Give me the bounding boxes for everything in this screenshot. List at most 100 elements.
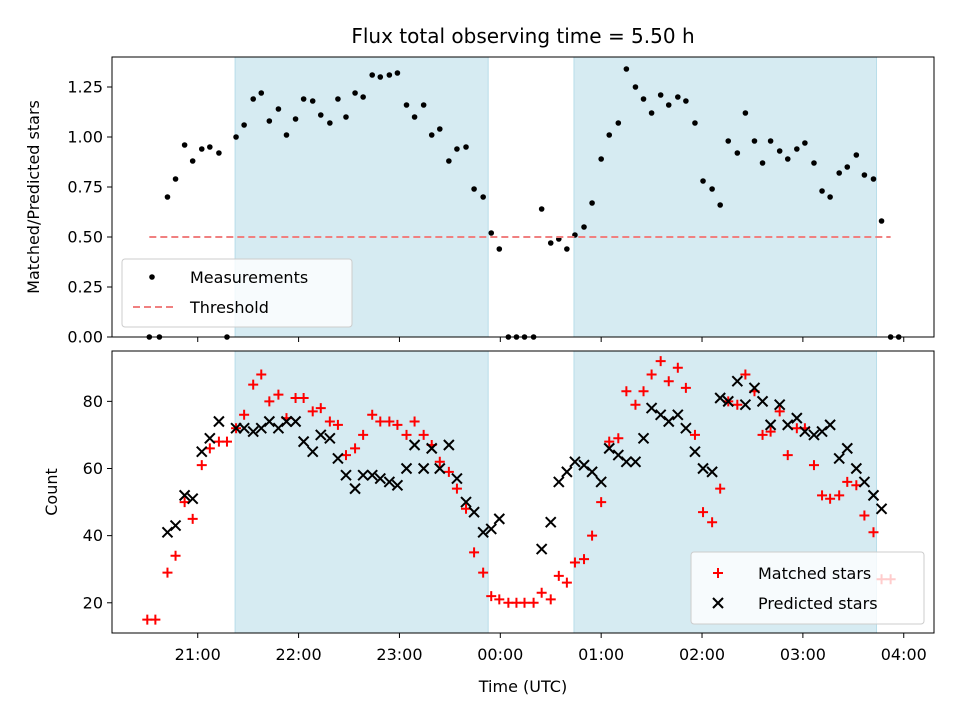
data-point-measurements — [692, 120, 698, 126]
data-point-measurements — [369, 72, 375, 78]
data-point-measurements — [480, 194, 486, 200]
data-point-measurements — [871, 176, 877, 182]
ratio-y-axis-label: Matched/Predicted stars — [24, 100, 43, 294]
data-point-measurements — [190, 158, 196, 164]
data-point-measurements — [564, 246, 570, 252]
data-point-measurements — [471, 186, 477, 192]
data-point-measurements — [429, 132, 435, 138]
legend-label-predicted-stars: Predicted stars — [758, 594, 878, 613]
data-point-measurements — [395, 70, 401, 76]
bot-ytick-label: 60 — [83, 459, 103, 478]
bot-xtick-label: 02:00 — [679, 645, 725, 664]
legend-marker-measurements — [149, 274, 155, 280]
count-y-axis-label: Count — [42, 468, 61, 516]
data-point-measurements — [412, 114, 418, 120]
data-point-measurements — [683, 98, 689, 104]
data-point-measurements — [768, 138, 774, 144]
data-point-measurements — [844, 164, 850, 170]
data-point-measurements — [836, 170, 842, 176]
bot-xtick-label: 23:00 — [376, 645, 422, 664]
data-point-measurements — [343, 114, 349, 120]
bot-ytick-label: 20 — [83, 593, 103, 612]
legend-label-matched-stars: Matched stars — [758, 564, 871, 583]
top-ytick-label: 0.00 — [67, 328, 103, 347]
data-point-measurements — [284, 132, 290, 138]
data-point-measurements — [293, 116, 299, 122]
bot-xtick-label: 00:00 — [477, 645, 523, 664]
data-point-measurements — [649, 110, 655, 116]
data-point-measurements — [327, 120, 333, 126]
data-point-measurements — [276, 106, 282, 112]
data-point-measurements — [709, 186, 715, 192]
data-point-measurements — [777, 148, 783, 154]
data-point-measurements — [735, 150, 741, 156]
data-point-measurements — [785, 156, 791, 162]
data-point-measurements — [258, 90, 264, 96]
data-point-measurements — [581, 224, 587, 230]
data-point-measurements — [811, 160, 817, 166]
bot-ytick-label: 80 — [83, 392, 103, 411]
bot-xtick-label: 03:00 — [780, 645, 826, 664]
data-point-measurements — [454, 146, 460, 152]
data-point-measurements — [827, 194, 833, 200]
data-point-measurements — [165, 194, 171, 200]
top-ytick-label: 0.75 — [67, 178, 103, 197]
count-legend-box — [691, 552, 924, 624]
top-ytick-label: 0.50 — [67, 228, 103, 247]
data-point-measurements — [819, 188, 825, 194]
data-point-measurements — [360, 94, 366, 100]
data-point-measurements — [496, 246, 502, 252]
data-point-measurements — [539, 206, 545, 212]
top-ytick-label: 1.00 — [67, 128, 103, 147]
data-point-measurements — [658, 92, 664, 98]
count-legend: Matched stars Predicted stars — [691, 552, 924, 624]
data-point-measurements — [241, 122, 247, 128]
data-point-measurements — [633, 84, 639, 90]
top-ytick-label: 1.25 — [67, 78, 103, 97]
data-point-measurements — [421, 102, 427, 108]
data-point-measurements — [318, 112, 324, 118]
data-point-measurements — [616, 120, 622, 126]
data-point-measurements — [199, 146, 205, 152]
data-point-measurements — [802, 140, 808, 146]
data-point-measurements — [207, 144, 213, 150]
data-point-measurements — [675, 94, 681, 100]
data-point-measurements — [335, 96, 341, 102]
legend-label-threshold: Threshold — [189, 298, 269, 317]
chart-title: Flux total observing time = 5.50 h — [351, 24, 694, 48]
data-point-measurements — [301, 96, 307, 102]
data-point-measurements — [250, 96, 256, 102]
data-point-measurements — [182, 142, 188, 148]
data-point-measurements — [216, 150, 222, 156]
bot-xtick-label: 04:00 — [881, 645, 927, 664]
data-point-measurements — [310, 98, 316, 104]
data-point-measurements — [760, 160, 766, 166]
data-point-measurements — [598, 156, 604, 162]
data-point-measurements — [700, 178, 706, 184]
data-point-measurements — [794, 146, 800, 152]
legend-label-measurements: Measurements — [190, 268, 308, 287]
data-point-measurements — [446, 158, 452, 164]
data-point-measurements — [488, 230, 494, 236]
data-point-measurements — [173, 176, 179, 182]
data-point-measurements — [437, 126, 443, 132]
data-point-measurements — [404, 102, 410, 108]
data-point-measurements — [725, 138, 731, 144]
data-point-measurements — [862, 172, 868, 178]
bot-xtick-label: 21:00 — [175, 645, 221, 664]
data-point-measurements — [666, 102, 672, 108]
data-point-measurements — [267, 118, 273, 124]
data-point-measurements — [589, 200, 595, 206]
data-point-measurements — [854, 152, 860, 158]
x-axis-label: Time (UTC) — [478, 677, 567, 696]
bot-observing-window-1 — [235, 351, 488, 633]
data-point-measurements — [352, 90, 358, 96]
data-point-measurements — [377, 74, 383, 80]
figure: Flux total observing time = 5.50 h 0.00 0… — [0, 0, 960, 720]
data-point-measurements — [606, 132, 612, 138]
ratio-legend: Measurements Threshold — [122, 259, 352, 327]
data-point-measurements — [752, 138, 758, 144]
data-point-measurements — [879, 218, 885, 224]
data-point-measurements — [743, 110, 749, 116]
data-point-measurements — [641, 96, 647, 102]
